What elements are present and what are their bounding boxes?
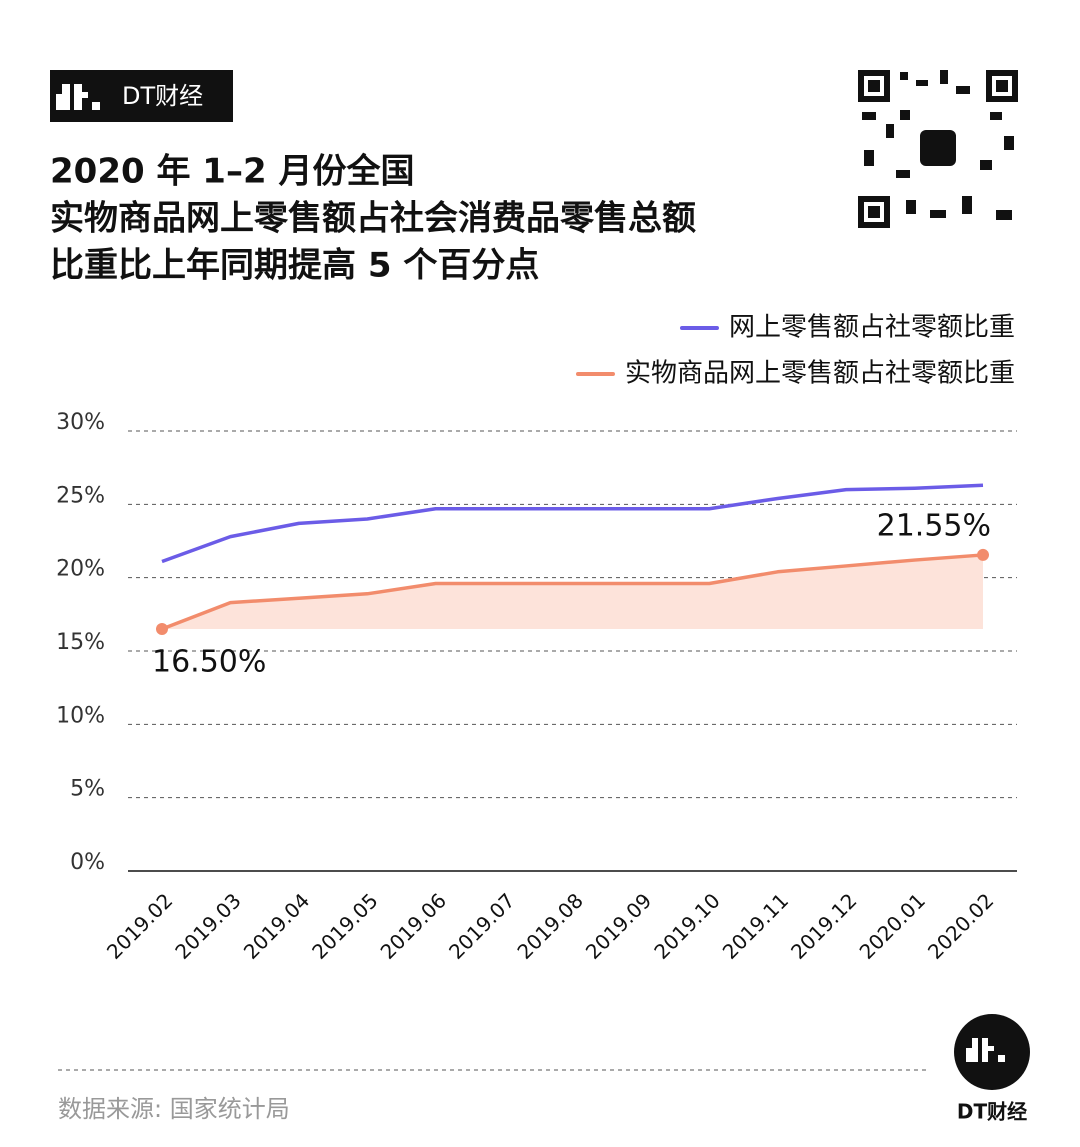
y-tick-label: 0% (70, 850, 105, 875)
x-tick-label: 2019.07 (444, 888, 519, 963)
y-tick-label: 20% (56, 557, 105, 582)
x-tick-label: 2019.06 (376, 888, 451, 963)
x-tick-label: 2019.03 (170, 888, 245, 963)
data-point (156, 623, 168, 635)
brand: DT财经 (122, 82, 203, 110)
chart-title: 2020 年 1–2 月份全国 (50, 152, 414, 192)
chart-title: 比重比上年同期提高 5 个百分点 (50, 246, 539, 286)
legend-label: 实物商品网上零售额占社零额比重 (625, 359, 1015, 389)
x-tick-label: 2019.12 (786, 888, 861, 963)
chart-title: 实物商品网上零售额占社会消费品零售总额 (50, 199, 696, 239)
footer-logo (954, 1014, 1030, 1090)
x-tick-label: 2020.02 (923, 888, 998, 963)
x-tick-label: 2019.04 (239, 888, 314, 963)
y-tick-label: 10% (56, 703, 105, 728)
x-tick-label: 2019.08 (512, 888, 587, 963)
data-label: 21.55% (877, 508, 991, 543)
x-tick-label: 2019.05 (307, 888, 382, 963)
legend-label: 网上零售额占社零额比重 (729, 313, 1015, 343)
x-tick-label: 2019.11 (718, 888, 793, 963)
series-line (161, 553, 984, 631)
y-tick-label: 25% (56, 483, 105, 508)
x-tick-label: 2020.01 (855, 888, 930, 963)
y-tick-label: 5% (70, 777, 105, 802)
y-tick-label: 15% (56, 630, 105, 655)
data-point (977, 548, 989, 561)
x-tick-label: 2019.02 (102, 888, 177, 963)
x-tick-label: 2019.09 (581, 888, 656, 963)
y-tick-label: 30% (56, 410, 105, 435)
footer-brand: DT财经 (957, 1100, 1027, 1124)
x-tick-label: 2019.10 (649, 888, 724, 963)
brand-logo (56, 84, 100, 110)
series-line (161, 483, 984, 564)
footer-logo-mark (966, 1038, 1005, 1062)
data-label: 16.50% (152, 645, 266, 680)
source: 数据来源: 国家统计局 (58, 1095, 290, 1123)
qr-code (858, 70, 1018, 228)
